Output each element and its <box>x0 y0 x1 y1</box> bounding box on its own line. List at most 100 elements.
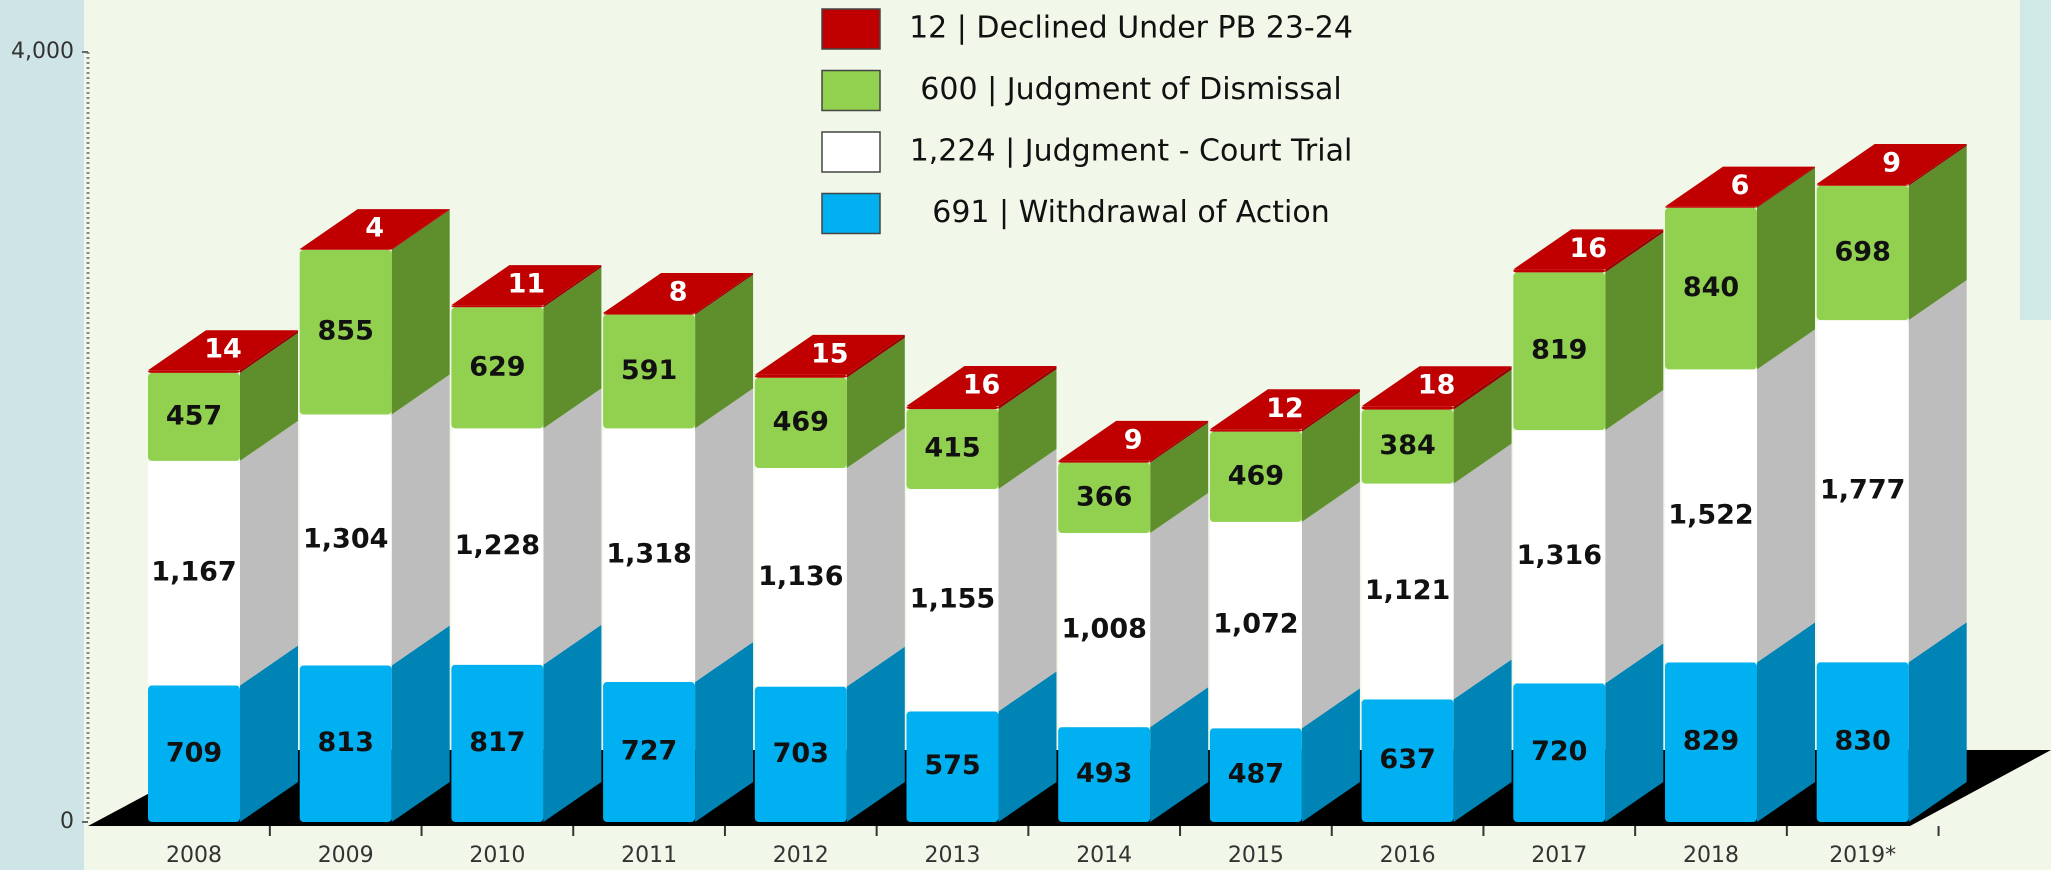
bar-top <box>299 209 450 250</box>
bar-side <box>1908 622 1967 822</box>
bar-top <box>906 366 1057 407</box>
right-strip <box>2020 0 2051 320</box>
bar-front <box>148 370 240 373</box>
bar-front <box>754 467 847 687</box>
bar-top <box>1058 420 1209 461</box>
x-tick-label: 2011 <box>621 843 677 868</box>
bar-segment <box>1816 145 1967 321</box>
bar-side <box>846 646 905 822</box>
bar-front <box>1361 483 1454 700</box>
data-label: 9 <box>1882 148 1901 179</box>
bar-segment <box>299 209 450 250</box>
bar-side <box>846 427 905 687</box>
bar-side <box>1757 622 1815 822</box>
bar-segment <box>1513 390 1664 684</box>
bar-front <box>1361 409 1454 484</box>
bar-front <box>1665 207 1757 370</box>
bar-front <box>1513 272 1606 431</box>
bar-top <box>1361 366 1512 407</box>
bar-segment <box>148 420 298 686</box>
bar-front <box>299 414 392 666</box>
bar-top <box>148 330 298 371</box>
bar-side <box>998 366 1057 410</box>
bar-side <box>1150 422 1209 534</box>
bar-front <box>299 249 392 250</box>
bar-front <box>906 409 999 489</box>
data-label: 9 <box>1124 424 1143 455</box>
bar-segment <box>603 273 754 315</box>
bar-side <box>1757 329 1815 663</box>
bar-side <box>391 625 450 822</box>
bar-top <box>1209 389 1360 430</box>
bar-segment <box>603 388 754 683</box>
data-label: 720 <box>1531 736 1587 767</box>
bar-side <box>1301 688 1360 822</box>
x-tick-label: 2017 <box>1531 843 1587 868</box>
legend-label: 600 | Judgment of Dismissal <box>920 72 1341 107</box>
data-label: 415 <box>924 433 980 464</box>
bar-segment <box>603 274 754 429</box>
bar-segment <box>299 374 450 666</box>
bar-front <box>148 460 240 686</box>
bar-side <box>1908 280 1967 663</box>
x-tick-label: 2018 <box>1683 843 1739 868</box>
bar-side <box>543 265 602 308</box>
data-label: 1,136 <box>758 561 843 592</box>
bar-segment <box>1058 420 1209 463</box>
bar-segment <box>299 625 450 822</box>
bar-front <box>1816 320 1909 663</box>
bar-segment <box>451 267 602 429</box>
bar-segment <box>1665 622 1815 822</box>
legend-swatch <box>821 192 881 235</box>
bar-front <box>1058 462 1151 534</box>
bar-segment <box>451 624 602 822</box>
bar-side <box>1301 389 1360 432</box>
bar-front <box>148 685 240 822</box>
x-tick-label: 2016 <box>1380 843 1436 868</box>
bar-side <box>1301 391 1360 522</box>
bar-segment <box>1513 643 1664 822</box>
bar-side <box>1757 166 1815 208</box>
bar-side <box>695 273 754 315</box>
bar-side <box>695 388 754 683</box>
data-label: 469 <box>1228 460 1284 491</box>
bar-top <box>1513 229 1664 270</box>
x-tick-label: 2019* <box>1829 843 1896 868</box>
bar-side <box>543 388 602 665</box>
data-label: 1,316 <box>1517 540 1602 571</box>
data-label: 698 <box>1835 236 1891 267</box>
data-label: 384 <box>1379 430 1435 461</box>
bar-front <box>1665 662 1757 822</box>
data-label: 15 <box>811 338 849 369</box>
legend-label: 1,224 | Judgment - Court Trial <box>910 134 1353 169</box>
data-label: 493 <box>1076 758 1132 789</box>
bar-front <box>148 372 240 461</box>
bar-side <box>1605 229 1664 273</box>
x-tick-label: 2009 <box>318 843 374 868</box>
bar-segment <box>754 646 905 822</box>
bar-side <box>1757 167 1815 370</box>
bar-segment <box>1058 493 1209 728</box>
bar-segment <box>148 332 298 461</box>
data-label: 487 <box>1228 759 1284 790</box>
bar-front <box>1209 728 1302 822</box>
bar-side <box>1453 443 1512 700</box>
data-label: 366 <box>1076 481 1132 512</box>
data-label: 11 <box>508 269 546 300</box>
plot: 709 1,167 457 14 813 1,304 855 4 817 1,228 629 11 72… <box>148 144 1967 822</box>
data-label: 591 <box>621 355 677 386</box>
data-label: 1,777 <box>1820 475 1905 506</box>
bar-front <box>1816 662 1909 822</box>
bar-segment <box>1513 229 1664 273</box>
data-label: 813 <box>318 727 374 758</box>
bar-side <box>998 448 1057 712</box>
bar-top <box>451 265 602 306</box>
legend-swatch <box>821 131 881 173</box>
bar-side <box>1150 420 1209 463</box>
data-label: 469 <box>773 406 829 437</box>
bar-segment <box>906 671 1057 822</box>
bar-side <box>1301 481 1360 729</box>
bar-segment <box>754 334 905 378</box>
bar-segment <box>1058 687 1209 822</box>
bar-segment <box>1361 366 1512 410</box>
